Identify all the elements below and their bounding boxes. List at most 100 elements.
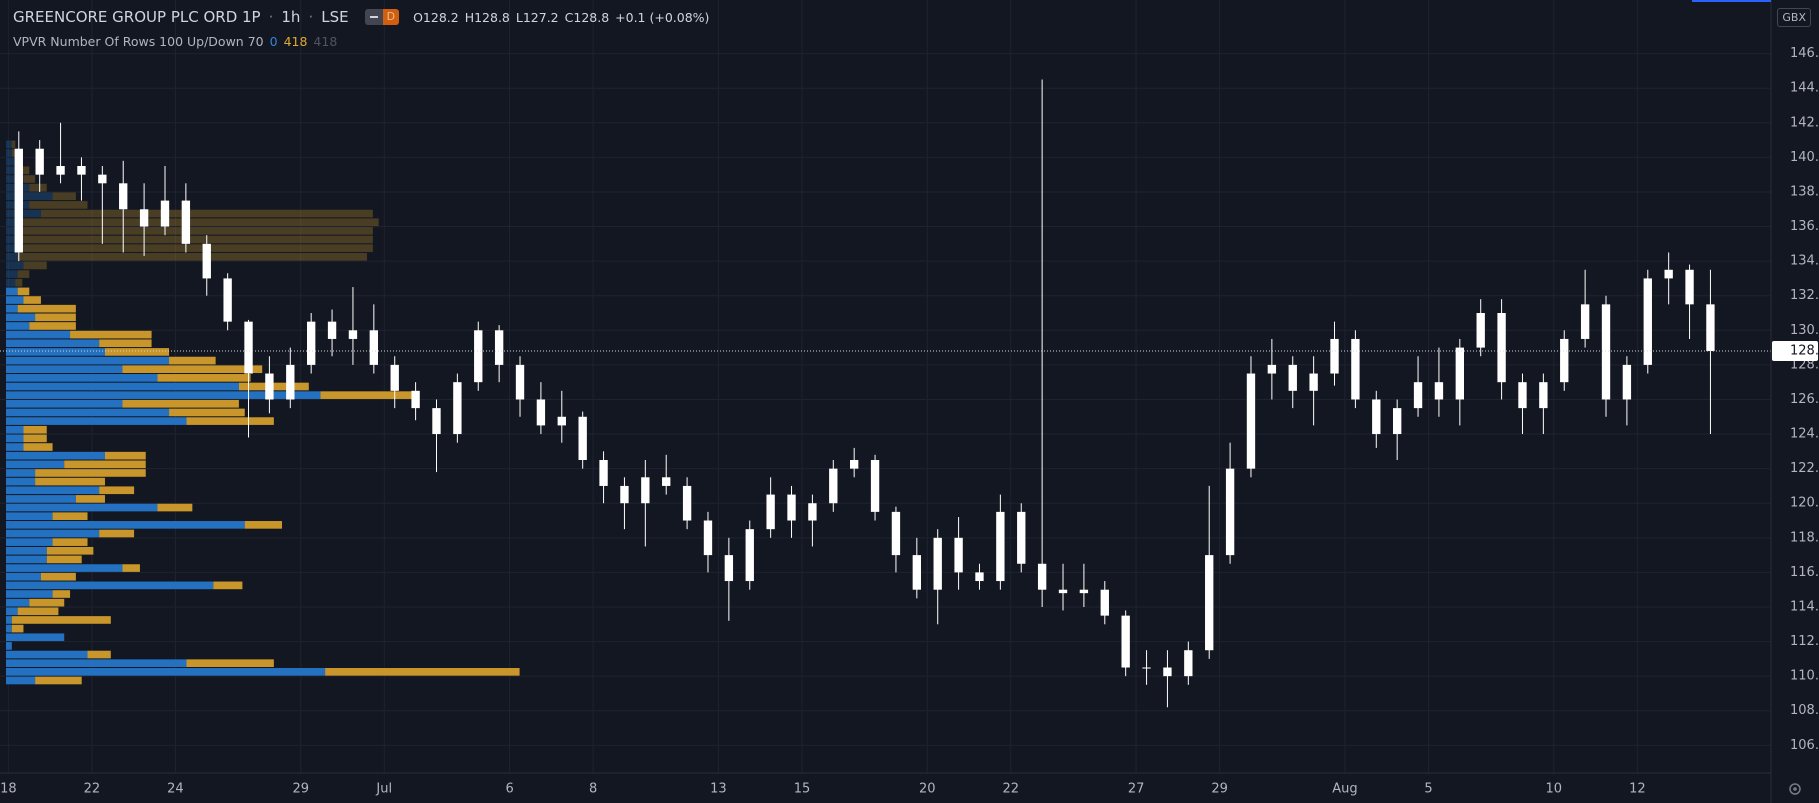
profile-up-bar bbox=[6, 425, 24, 434]
profile-down-bar bbox=[17, 235, 373, 244]
candle-body bbox=[98, 174, 107, 184]
close-value: C128.8 bbox=[564, 9, 610, 25]
candle-body bbox=[766, 494, 775, 530]
legend: GREENCORE GROUP PLC ORD 1P · 1h · LSE D … bbox=[13, 8, 709, 26]
open-value: O128.2 bbox=[413, 9, 459, 25]
x-tick-label: 20 bbox=[919, 782, 936, 797]
candle-body bbox=[223, 278, 232, 322]
profile-down-bar bbox=[52, 512, 88, 521]
candle-body bbox=[975, 572, 984, 582]
last-price-box bbox=[1772, 341, 1818, 362]
candle-body bbox=[1560, 338, 1569, 383]
y-tick-label: 126.0 bbox=[1790, 392, 1819, 407]
profile-down-bar bbox=[29, 183, 47, 192]
collapse-button[interactable] bbox=[364, 9, 383, 25]
profile-up-bar bbox=[6, 624, 12, 633]
profile-up-bar bbox=[6, 650, 88, 659]
candle-body bbox=[1539, 382, 1548, 409]
ohlc-values: O128.2 H128.8 L127.2 C128.8 +0.1 (+0.08%… bbox=[413, 10, 709, 25]
candle-body bbox=[390, 364, 399, 391]
profile-up-bar bbox=[6, 417, 187, 425]
y-tick-label: 108.0 bbox=[1790, 703, 1819, 718]
profile-down-bar bbox=[29, 322, 76, 330]
y-tick-label: 112.0 bbox=[1790, 634, 1819, 649]
profile-up-bar bbox=[6, 668, 326, 676]
profile-up-bar bbox=[6, 209, 41, 218]
profile-up-bar bbox=[6, 287, 18, 296]
profile-down-bar bbox=[75, 495, 105, 503]
candle-body bbox=[515, 364, 525, 400]
y-tick-label: 120.0 bbox=[1790, 496, 1819, 511]
profile-up-bar bbox=[6, 192, 53, 201]
profile-down-bar bbox=[17, 252, 368, 261]
profile-up-bar bbox=[6, 322, 30, 330]
candle-body bbox=[14, 148, 23, 253]
profile-down-bar bbox=[325, 668, 520, 676]
profile-up-bar bbox=[6, 495, 76, 503]
candle-body bbox=[119, 183, 128, 210]
profile-down-bar bbox=[23, 443, 53, 451]
grid bbox=[0, 0, 1771, 773]
candle-body bbox=[849, 459, 859, 469]
candle-body bbox=[1142, 667, 1151, 669]
candle-body bbox=[954, 537, 963, 573]
profile-up-bar bbox=[6, 642, 12, 650]
candle-body bbox=[1372, 399, 1381, 435]
profile-up-bar bbox=[6, 503, 158, 512]
x-tick-label: 15 bbox=[794, 782, 811, 797]
profile-up-bar bbox=[6, 235, 18, 244]
x-tick-label: Aug bbox=[1332, 782, 1357, 797]
candle-body bbox=[1455, 347, 1464, 400]
y-tick-label: 118.0 bbox=[1790, 530, 1819, 545]
profile-down-bar bbox=[29, 598, 65, 607]
profile-up-bar bbox=[6, 598, 30, 607]
profile-down-bar bbox=[40, 209, 373, 218]
candle-body bbox=[1643, 278, 1652, 365]
candle-body bbox=[933, 537, 942, 590]
candle-body bbox=[1434, 382, 1444, 400]
profile-down-bar bbox=[23, 261, 47, 270]
indicator-down: 418 bbox=[283, 34, 308, 49]
candle-body bbox=[369, 330, 379, 365]
profile-up-bar bbox=[6, 477, 36, 486]
profile-down-bar bbox=[244, 521, 283, 529]
gear-center[interactable] bbox=[1793, 787, 1797, 791]
candle-body bbox=[1518, 382, 1527, 409]
gear[interactable] bbox=[1789, 783, 1801, 795]
settings-icon[interactable] bbox=[1789, 783, 1801, 795]
x-tick-label: 8 bbox=[589, 782, 597, 797]
profile-down-bar bbox=[122, 564, 140, 572]
x-tick-label: 22 bbox=[1003, 782, 1020, 797]
candle-body bbox=[1413, 382, 1423, 409]
candle-body bbox=[327, 321, 337, 339]
profile-down-bar bbox=[11, 616, 111, 624]
separator: · bbox=[308, 8, 314, 26]
candle-body bbox=[599, 459, 608, 486]
profile-up-bar bbox=[6, 140, 12, 149]
profile-up-bar bbox=[6, 460, 65, 469]
indicator-legend: VPVR Number Of Rows 100 Up/Down 70 0 418… bbox=[13, 34, 337, 49]
currency[interactable]: GBX bbox=[1777, 8, 1811, 27]
candle-body bbox=[286, 364, 295, 400]
profile-up-bar bbox=[6, 330, 71, 339]
interval[interactable]: 1h bbox=[281, 8, 301, 26]
indicator-label[interactable]: VPVR Number Of Rows 100 Up/Down 70 bbox=[13, 34, 264, 49]
profile-down-bar bbox=[52, 538, 88, 546]
candle-body bbox=[1664, 269, 1673, 279]
profile-up-bar bbox=[6, 261, 24, 270]
profile-up-bar bbox=[6, 633, 65, 642]
candle-body bbox=[1476, 313, 1485, 348]
candle-body bbox=[829, 468, 838, 504]
candle-body bbox=[1288, 364, 1297, 391]
profile-down-bar bbox=[104, 451, 146, 460]
delay-badge[interactable]: D bbox=[382, 9, 400, 25]
x-tick-label: 22 bbox=[84, 782, 101, 797]
top-accent bbox=[1692, 0, 1771, 2]
candle-body bbox=[578, 416, 587, 460]
profile-down-bar bbox=[40, 572, 76, 581]
candle-body bbox=[35, 148, 44, 175]
candle-body bbox=[808, 503, 817, 521]
candle-body bbox=[1246, 373, 1256, 469]
candle-body bbox=[787, 494, 796, 521]
candle-body bbox=[1309, 373, 1318, 391]
